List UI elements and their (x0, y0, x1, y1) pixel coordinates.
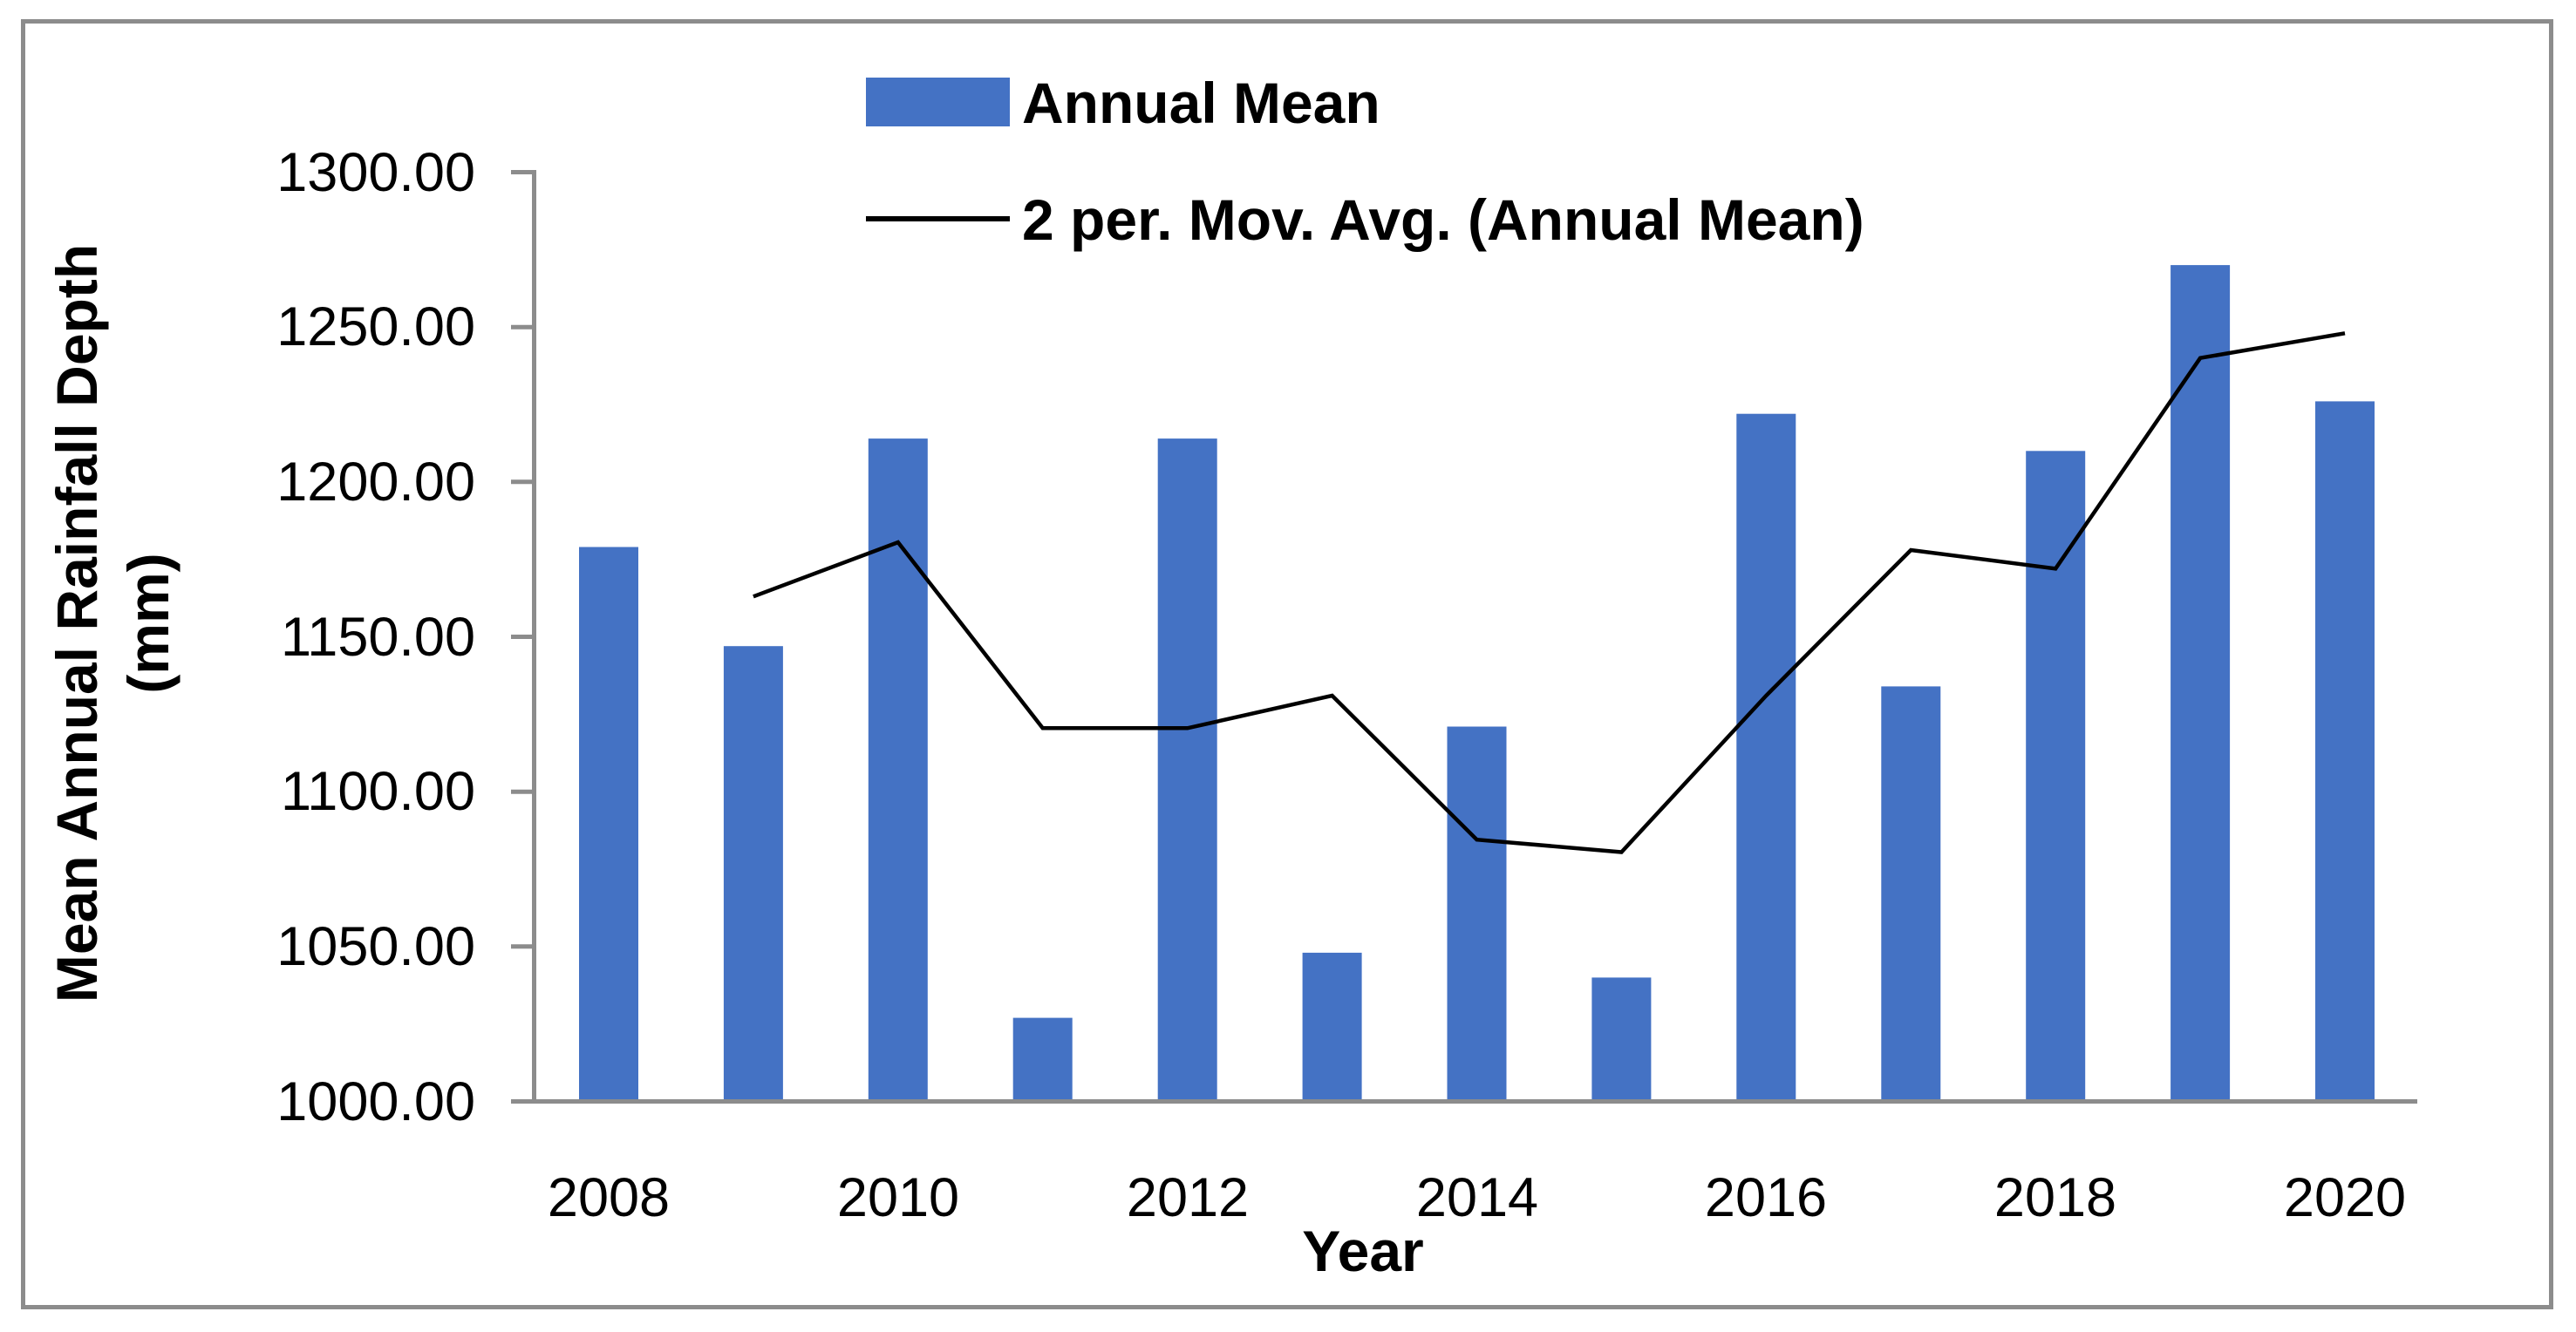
bar-2011 (1012, 1017, 1073, 1102)
legend-bar-swatch (866, 78, 1010, 126)
y-tick-label: 1000.00 (276, 1071, 475, 1132)
moving-average-line (753, 331, 2346, 854)
bar-2019 (2171, 265, 2231, 1102)
y-tick-label: 1300.00 (276, 142, 475, 203)
x-tick-label: 2012 (1126, 1167, 1250, 1228)
y-tick-label: 1250.00 (276, 296, 475, 357)
bar-2013 (1302, 952, 1362, 1102)
y-tick-label: 1200.00 (276, 452, 475, 513)
x-axis-title: Year (1302, 1219, 1424, 1283)
bar-2014 (1447, 726, 1507, 1102)
chart-border (21, 19, 2553, 1309)
bar-2009 (723, 646, 783, 1102)
bar-2017 (1881, 686, 1941, 1102)
y-axis-title-line1: Mean Annual Rainfall Depth (44, 243, 109, 1003)
y-tick-label: 1100.00 (280, 761, 475, 822)
x-tick-label: 2018 (1993, 1167, 2117, 1228)
bar-2020 (2315, 401, 2375, 1102)
bar-2008 (579, 547, 638, 1102)
y-axis-title-line2: (mm) (116, 553, 181, 694)
bar-2010 (868, 438, 928, 1102)
x-tick-label: 2010 (836, 1167, 960, 1228)
legend-line-swatch (866, 216, 1010, 221)
legend-label-moving-avg: 2 per. Mov. Avg. (Annual Mean) (1022, 187, 1864, 252)
bar-2018 (2026, 451, 2086, 1102)
y-tick-label: 1150.00 (280, 607, 475, 668)
bar-2012 (1157, 438, 1217, 1102)
legend-label-annual-mean: Annual Mean (1022, 71, 1380, 135)
x-tick-label: 2014 (1415, 1167, 1539, 1228)
y-axis-title: Mean Annual Rainfall Depth (mm) (41, 144, 189, 1103)
x-tick-label: 2008 (547, 1167, 671, 1228)
y-tick-label: 1050.00 (276, 916, 475, 977)
x-tick-label: 2016 (1704, 1167, 1828, 1228)
x-tick-label: 2020 (2283, 1167, 2407, 1228)
bar-2016 (1736, 413, 1796, 1102)
bar-2015 (1591, 977, 1652, 1102)
